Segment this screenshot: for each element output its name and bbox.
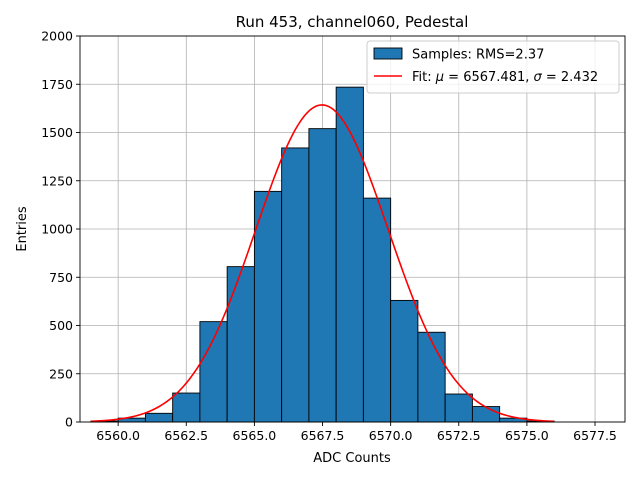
histogram-bar xyxy=(144,412,174,423)
legend-mu-value: = 6567.481, xyxy=(444,70,533,85)
histogram-bar xyxy=(335,86,364,423)
histogram-bar xyxy=(390,299,419,423)
histogram-bar xyxy=(281,147,310,423)
x-axis-label: ADC Counts xyxy=(313,451,391,466)
histogram-bar xyxy=(253,190,283,423)
y-tick-label: 500 xyxy=(49,318,73,333)
histogram-bar xyxy=(444,393,473,423)
y-tick-label: 250 xyxy=(49,366,73,381)
x-axis-ticks: 6560.0 6562.5 6565.0 6567.5 6570.0 6572.5 6575… xyxy=(96,422,617,443)
x-tick-label: 6562.5 xyxy=(164,428,208,443)
y-tick-label: 2000 xyxy=(41,29,73,44)
legend-fit-prefix: Fit: xyxy=(412,70,436,85)
y-tick-label: 1750 xyxy=(41,77,73,92)
y-tick-label: 1500 xyxy=(41,125,73,140)
legend-mu-symbol: μ xyxy=(435,70,444,85)
x-tick-label: 6560.0 xyxy=(96,428,140,443)
legend: Samples: RMS=2.37 Fit: μ = 6567.481, σ =… xyxy=(366,40,620,94)
x-tick-label: 6570.0 xyxy=(369,428,413,443)
fit-curve xyxy=(90,104,555,423)
histogram-bar xyxy=(308,128,337,423)
x-tick-label: 6575.0 xyxy=(505,428,549,443)
x-tick-label: 6577.5 xyxy=(573,428,617,443)
histogram-bar xyxy=(226,266,255,423)
chart-title: Run 453, channel060, Pedestal xyxy=(236,13,469,31)
histogram-bar xyxy=(417,331,446,423)
legend-sigma-symbol: σ xyxy=(534,70,543,85)
legend-sigma-value: = 2.432 xyxy=(542,70,598,85)
histogram-bar xyxy=(362,197,392,423)
y-axis-ticks: 0 250 500 750 1000 1250 1500 1750 2000 xyxy=(41,29,80,430)
x-tick-label: 6565.0 xyxy=(233,428,277,443)
y-tick-label: 1000 xyxy=(41,222,73,237)
legend-box xyxy=(366,40,620,94)
histogram-bar xyxy=(471,406,501,423)
legend-fit-label: Fit: μ = 6567.481, σ = 2.432 xyxy=(412,70,598,85)
histogram-bar xyxy=(199,321,228,423)
y-axis-label: Entries xyxy=(15,206,30,252)
legend-hist-swatch xyxy=(373,47,403,60)
y-tick-label: 750 xyxy=(49,270,73,285)
y-tick-label: 0 xyxy=(65,415,73,430)
histogram-bar xyxy=(172,392,201,423)
x-tick-label: 6572.5 xyxy=(437,428,481,443)
legend-hist-label: Samples: RMS=2.37 xyxy=(412,48,544,63)
x-tick-label: 6567.5 xyxy=(301,428,345,443)
y-tick-label: 1250 xyxy=(41,173,73,188)
